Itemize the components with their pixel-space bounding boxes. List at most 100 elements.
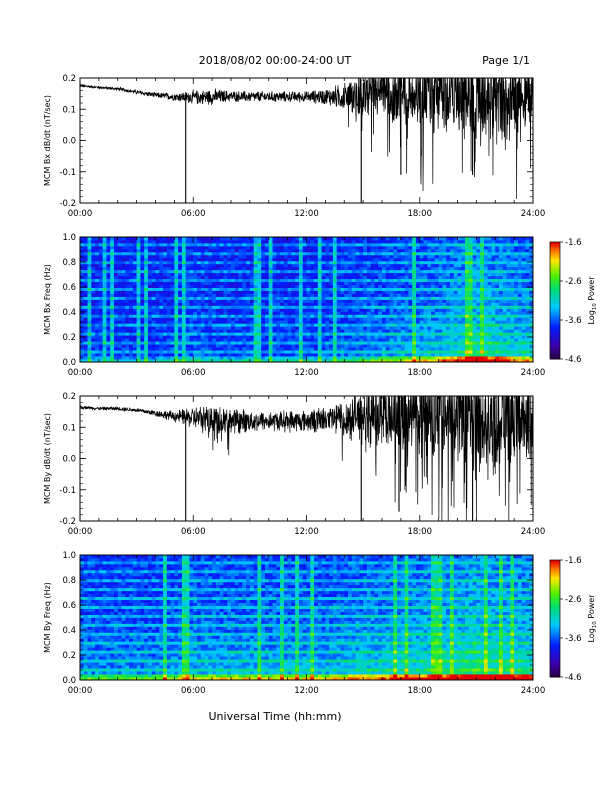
- heatmap-cell: [438, 266, 443, 271]
- heatmap-cell: [272, 326, 277, 330]
- heatmap-cell: [378, 302, 383, 306]
- heatmap-cell: [404, 305, 409, 309]
- heatmap-cell: [480, 335, 485, 339]
- heatmap-cell: [351, 296, 356, 300]
- heatmap-cell: [125, 257, 130, 262]
- heatmap-cell: [113, 263, 119, 268]
- heatmap-cell: [174, 251, 179, 256]
- heatmap-cell: [336, 359, 341, 363]
- heatmap-cell: [397, 353, 402, 357]
- heatmap-cell: [325, 314, 330, 318]
- heatmap-cell: [125, 350, 130, 354]
- heatmap-cell: [276, 308, 281, 312]
- heatmap-cell: [287, 329, 292, 333]
- heatmap-cell: [102, 332, 107, 336]
- heatmap-cell: [223, 341, 228, 345]
- heatmap-cell: [325, 269, 330, 274]
- heatmap-cell: [166, 239, 171, 244]
- heatmap-cell: [491, 293, 496, 297]
- heatmap-cell: [476, 245, 481, 250]
- heatmap-cell: [197, 341, 202, 345]
- heatmap-cell: [408, 260, 413, 265]
- heatmap-cell: [178, 302, 183, 306]
- heatmap-cell: [261, 308, 266, 312]
- heatmap-cell: [306, 284, 311, 288]
- heatmap-cell: [136, 272, 141, 277]
- heatmap-cell: [351, 275, 356, 280]
- heatmap-cell: [242, 272, 247, 277]
- heatmap-cell: [129, 332, 134, 336]
- heatmap-cell: [419, 239, 424, 244]
- heatmap-cell: [476, 347, 481, 351]
- heatmap-cell: [204, 302, 209, 306]
- heatmap-cell: [495, 272, 500, 277]
- heatmap-cell: [212, 317, 217, 321]
- heatmap-cell: [298, 320, 304, 324]
- heatmap-cell: [117, 278, 122, 283]
- heatmap-cell: [374, 317, 379, 321]
- heatmap-cell: [446, 275, 451, 280]
- heatmap-cell: [193, 302, 198, 306]
- heatmap-cell: [306, 326, 311, 330]
- heatmap-cell: [302, 320, 307, 324]
- heatmap-cell: [231, 326, 236, 330]
- heatmap-cell: [329, 242, 334, 247]
- heatmap-cell: [359, 341, 364, 345]
- heatmap-cell: [185, 248, 190, 253]
- heatmap-cell: [166, 323, 171, 327]
- heatmap-cell: [253, 237, 258, 241]
- heatmap-cell: [257, 308, 262, 312]
- heatmap-cell: [408, 344, 413, 348]
- heatmap-cell: [129, 254, 134, 259]
- heatmap-cell: [446, 260, 451, 265]
- heatmap-cell: [121, 326, 126, 330]
- heatmap-cell: [370, 251, 375, 256]
- heatmap-cell: [317, 347, 322, 351]
- heatmap-cell: [314, 308, 319, 312]
- heatmap-cell: [234, 359, 239, 363]
- heatmap-cell: [465, 350, 470, 354]
- heatmap-cell: [208, 356, 213, 360]
- heatmap-cell: [185, 287, 190, 291]
- heatmap-cell: [404, 248, 409, 253]
- heatmap-cell: [102, 320, 107, 324]
- heatmap-cell: [147, 308, 153, 312]
- heatmap-cell: [385, 257, 390, 262]
- heatmap-cell: [370, 284, 375, 288]
- heatmap-cell: [95, 257, 100, 262]
- heatmap-cell: [310, 350, 315, 354]
- heatmap-cell: [147, 272, 153, 277]
- heatmap-cell: [246, 269, 251, 274]
- heatmap-cell: [121, 359, 126, 363]
- heatmap-cell: [181, 266, 187, 271]
- heatmap-cell: [125, 323, 130, 327]
- heatmap-cell: [170, 356, 175, 360]
- heatmap-cell: [125, 281, 130, 286]
- heatmap-cell: [457, 245, 462, 250]
- heatmap-cell: [163, 263, 168, 268]
- heatmap-cell: [181, 237, 187, 241]
- heatmap-cell: [306, 317, 311, 321]
- heatmap-cell: [87, 260, 92, 265]
- heatmap-cell: [419, 260, 424, 265]
- heatmap-cell: [95, 278, 100, 283]
- heatmap-cell: [242, 311, 247, 315]
- heatmap-cell: [306, 302, 311, 306]
- heatmap-cell: [487, 263, 492, 268]
- heatmap-cell: [400, 245, 406, 250]
- heatmap-cell: [468, 272, 473, 277]
- heatmap-cell: [87, 299, 92, 303]
- heatmap-cell: [178, 323, 183, 327]
- heatmap-cell: [208, 341, 213, 345]
- heatmap-cell: [442, 290, 447, 294]
- heatmap-cell: [491, 353, 496, 357]
- heatmap-cell: [302, 278, 307, 283]
- heatmap-cell: [136, 263, 141, 268]
- heatmap-cell: [389, 275, 394, 280]
- heatmap-cell: [359, 308, 364, 312]
- heatmap-cell: [83, 284, 88, 288]
- heatmap-cell: [491, 323, 496, 327]
- heatmap-cell: [193, 308, 198, 312]
- heatmap-cell: [212, 302, 217, 306]
- heatmap-cell: [472, 311, 477, 315]
